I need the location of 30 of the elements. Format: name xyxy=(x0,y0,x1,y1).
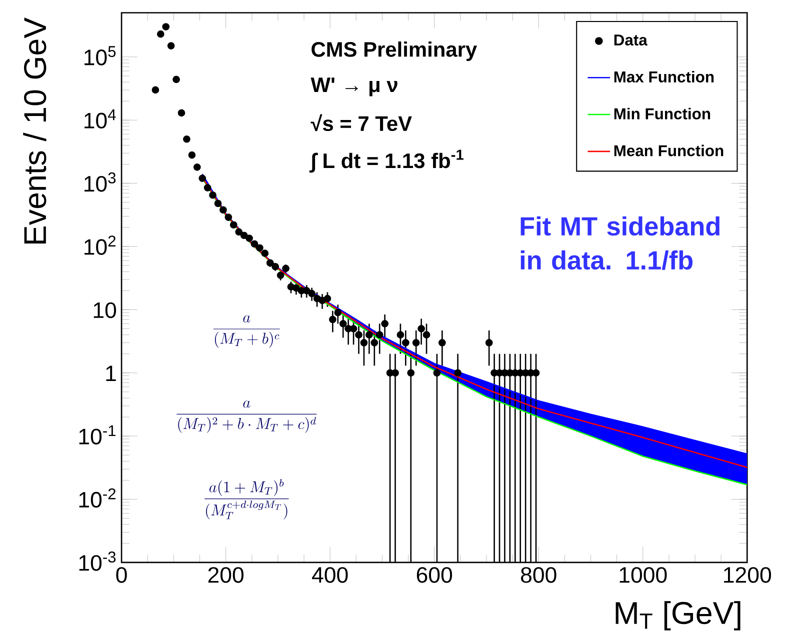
y-tick-label: 10$^{-2}$ xyxy=(79,488,116,508)
y-tick-label: 10$^{3}$ xyxy=(84,172,116,192)
x-tick-label: 1000 xyxy=(620,567,667,583)
x-tick-label: 800 xyxy=(521,567,556,583)
x-tick-label: 600 xyxy=(416,567,452,583)
y-tick-label: 10$^{-3}$ xyxy=(79,552,116,571)
y-tick-label: 10$^{5}$ xyxy=(84,46,116,66)
legend-label: Data xyxy=(614,34,648,46)
x-axis-title: M$_{T}$ [GeV] xyxy=(616,601,740,630)
annotation: ∫ L dt = 1.13 fb$^{-1}$ xyxy=(309,150,464,173)
legend-label: Max Function xyxy=(614,70,714,82)
annotation: $\frac{a(1+M_T)^b}{(M_T^{c+d\cdot logM_T})}$ xyxy=(204,479,289,520)
x-tick-label: 200 xyxy=(208,567,244,583)
legend-label: Min Function xyxy=(614,108,710,120)
y-tick-label: 10$^{4}$ xyxy=(84,109,116,129)
y-tick-label: 10 xyxy=(94,302,116,318)
legend-label: Mean Function xyxy=(614,144,724,156)
annotation: √s = 7 TeV xyxy=(310,114,412,132)
y-axis-title: Events / 10 GeV xyxy=(23,18,46,244)
x-tick-label: 400 xyxy=(312,567,348,583)
x-tick-label: 1200 xyxy=(724,567,772,583)
annotation: CMS Preliminary xyxy=(312,41,477,61)
annotation: W' → μ ν xyxy=(310,78,398,96)
annotation: $\frac{a}{(M_T)^2+b\cdot M_T+c)^d}$ xyxy=(176,400,317,433)
x-tick-label: 0 xyxy=(116,567,127,583)
annotation: Fit MT sideband in data. 1.1/fb xyxy=(520,216,720,270)
y-tick-label: 1 xyxy=(106,366,116,382)
annotation: $\frac{a}{(M_T+b)^c}$ xyxy=(213,315,280,348)
y-tick-label: 10$^{-1}$ xyxy=(79,425,116,444)
y-tick-label: 10$^{2}$ xyxy=(84,236,116,255)
